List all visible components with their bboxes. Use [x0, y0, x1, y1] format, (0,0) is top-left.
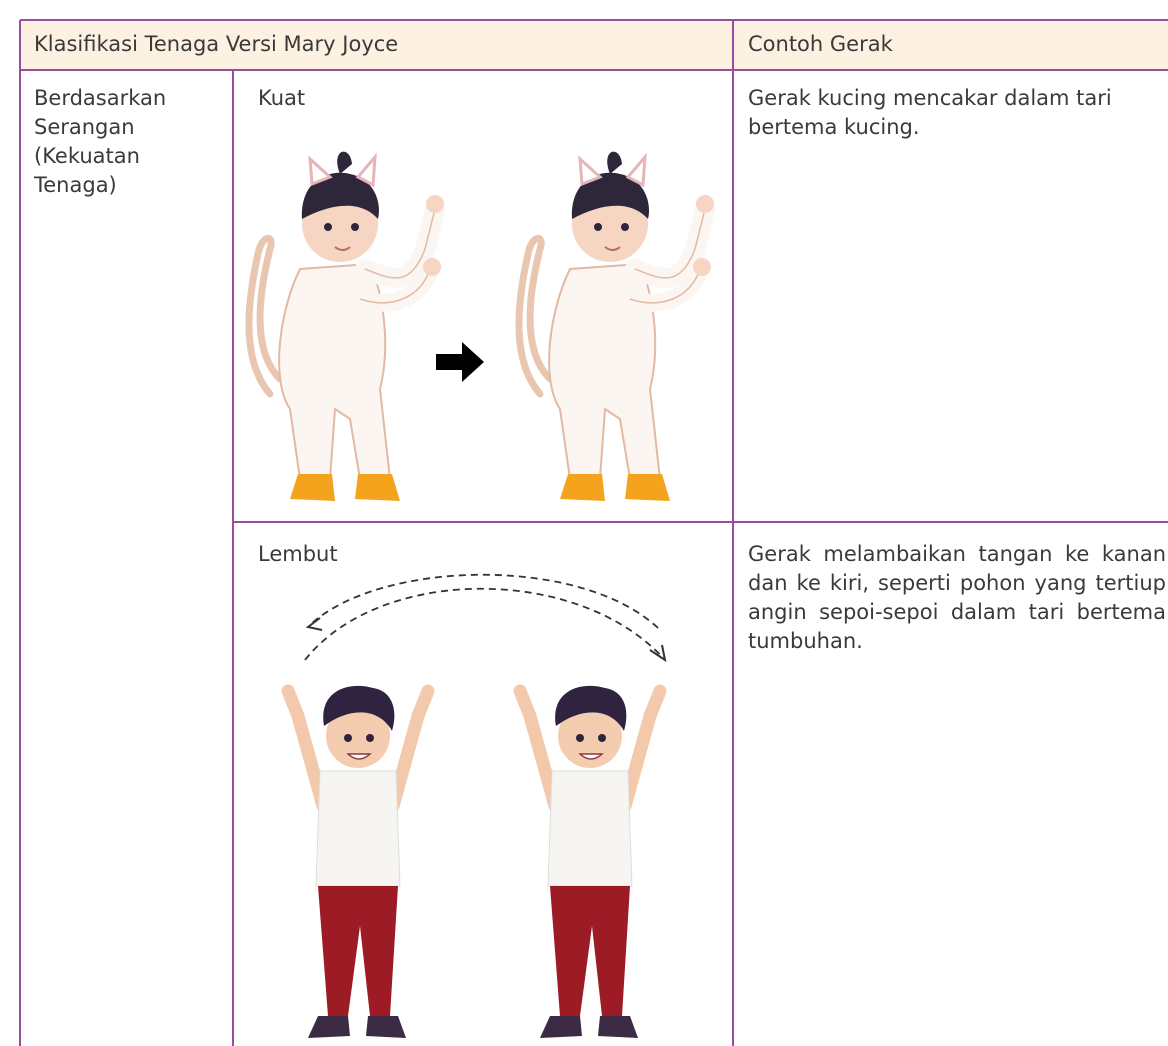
border	[732, 20, 734, 1046]
header-row	[20, 20, 1168, 70]
border	[232, 70, 234, 1046]
header-cell: Klasifikasi Tenaga Versi Mary Joyce	[34, 32, 399, 56]
example-text: Gerak kucing mencakar dalam tari bertema…	[748, 86, 1112, 139]
motion-arc	[309, 573, 659, 629]
arrow-head	[305, 617, 667, 663]
row-label: Lembut	[258, 542, 338, 566]
motion-arc	[304, 587, 666, 661]
arrow-icon	[436, 342, 484, 382]
header-cell: Contoh Gerak	[748, 32, 893, 56]
dancer-figure	[249, 152, 444, 501]
border	[20, 19, 1168, 21]
example-text: Gerak melambaikan tangan ke kanan dan ke…	[748, 542, 1166, 653]
child-figure	[520, 686, 660, 1038]
dancer-figure	[519, 152, 714, 501]
border	[233, 521, 1168, 523]
category-cell: Berdasarkan Serangan (Kekuatan Tenaga)	[34, 86, 167, 197]
row-label: Kuat	[258, 86, 306, 110]
border	[20, 69, 1168, 71]
border	[19, 20, 21, 1046]
child-figure	[288, 686, 428, 1038]
